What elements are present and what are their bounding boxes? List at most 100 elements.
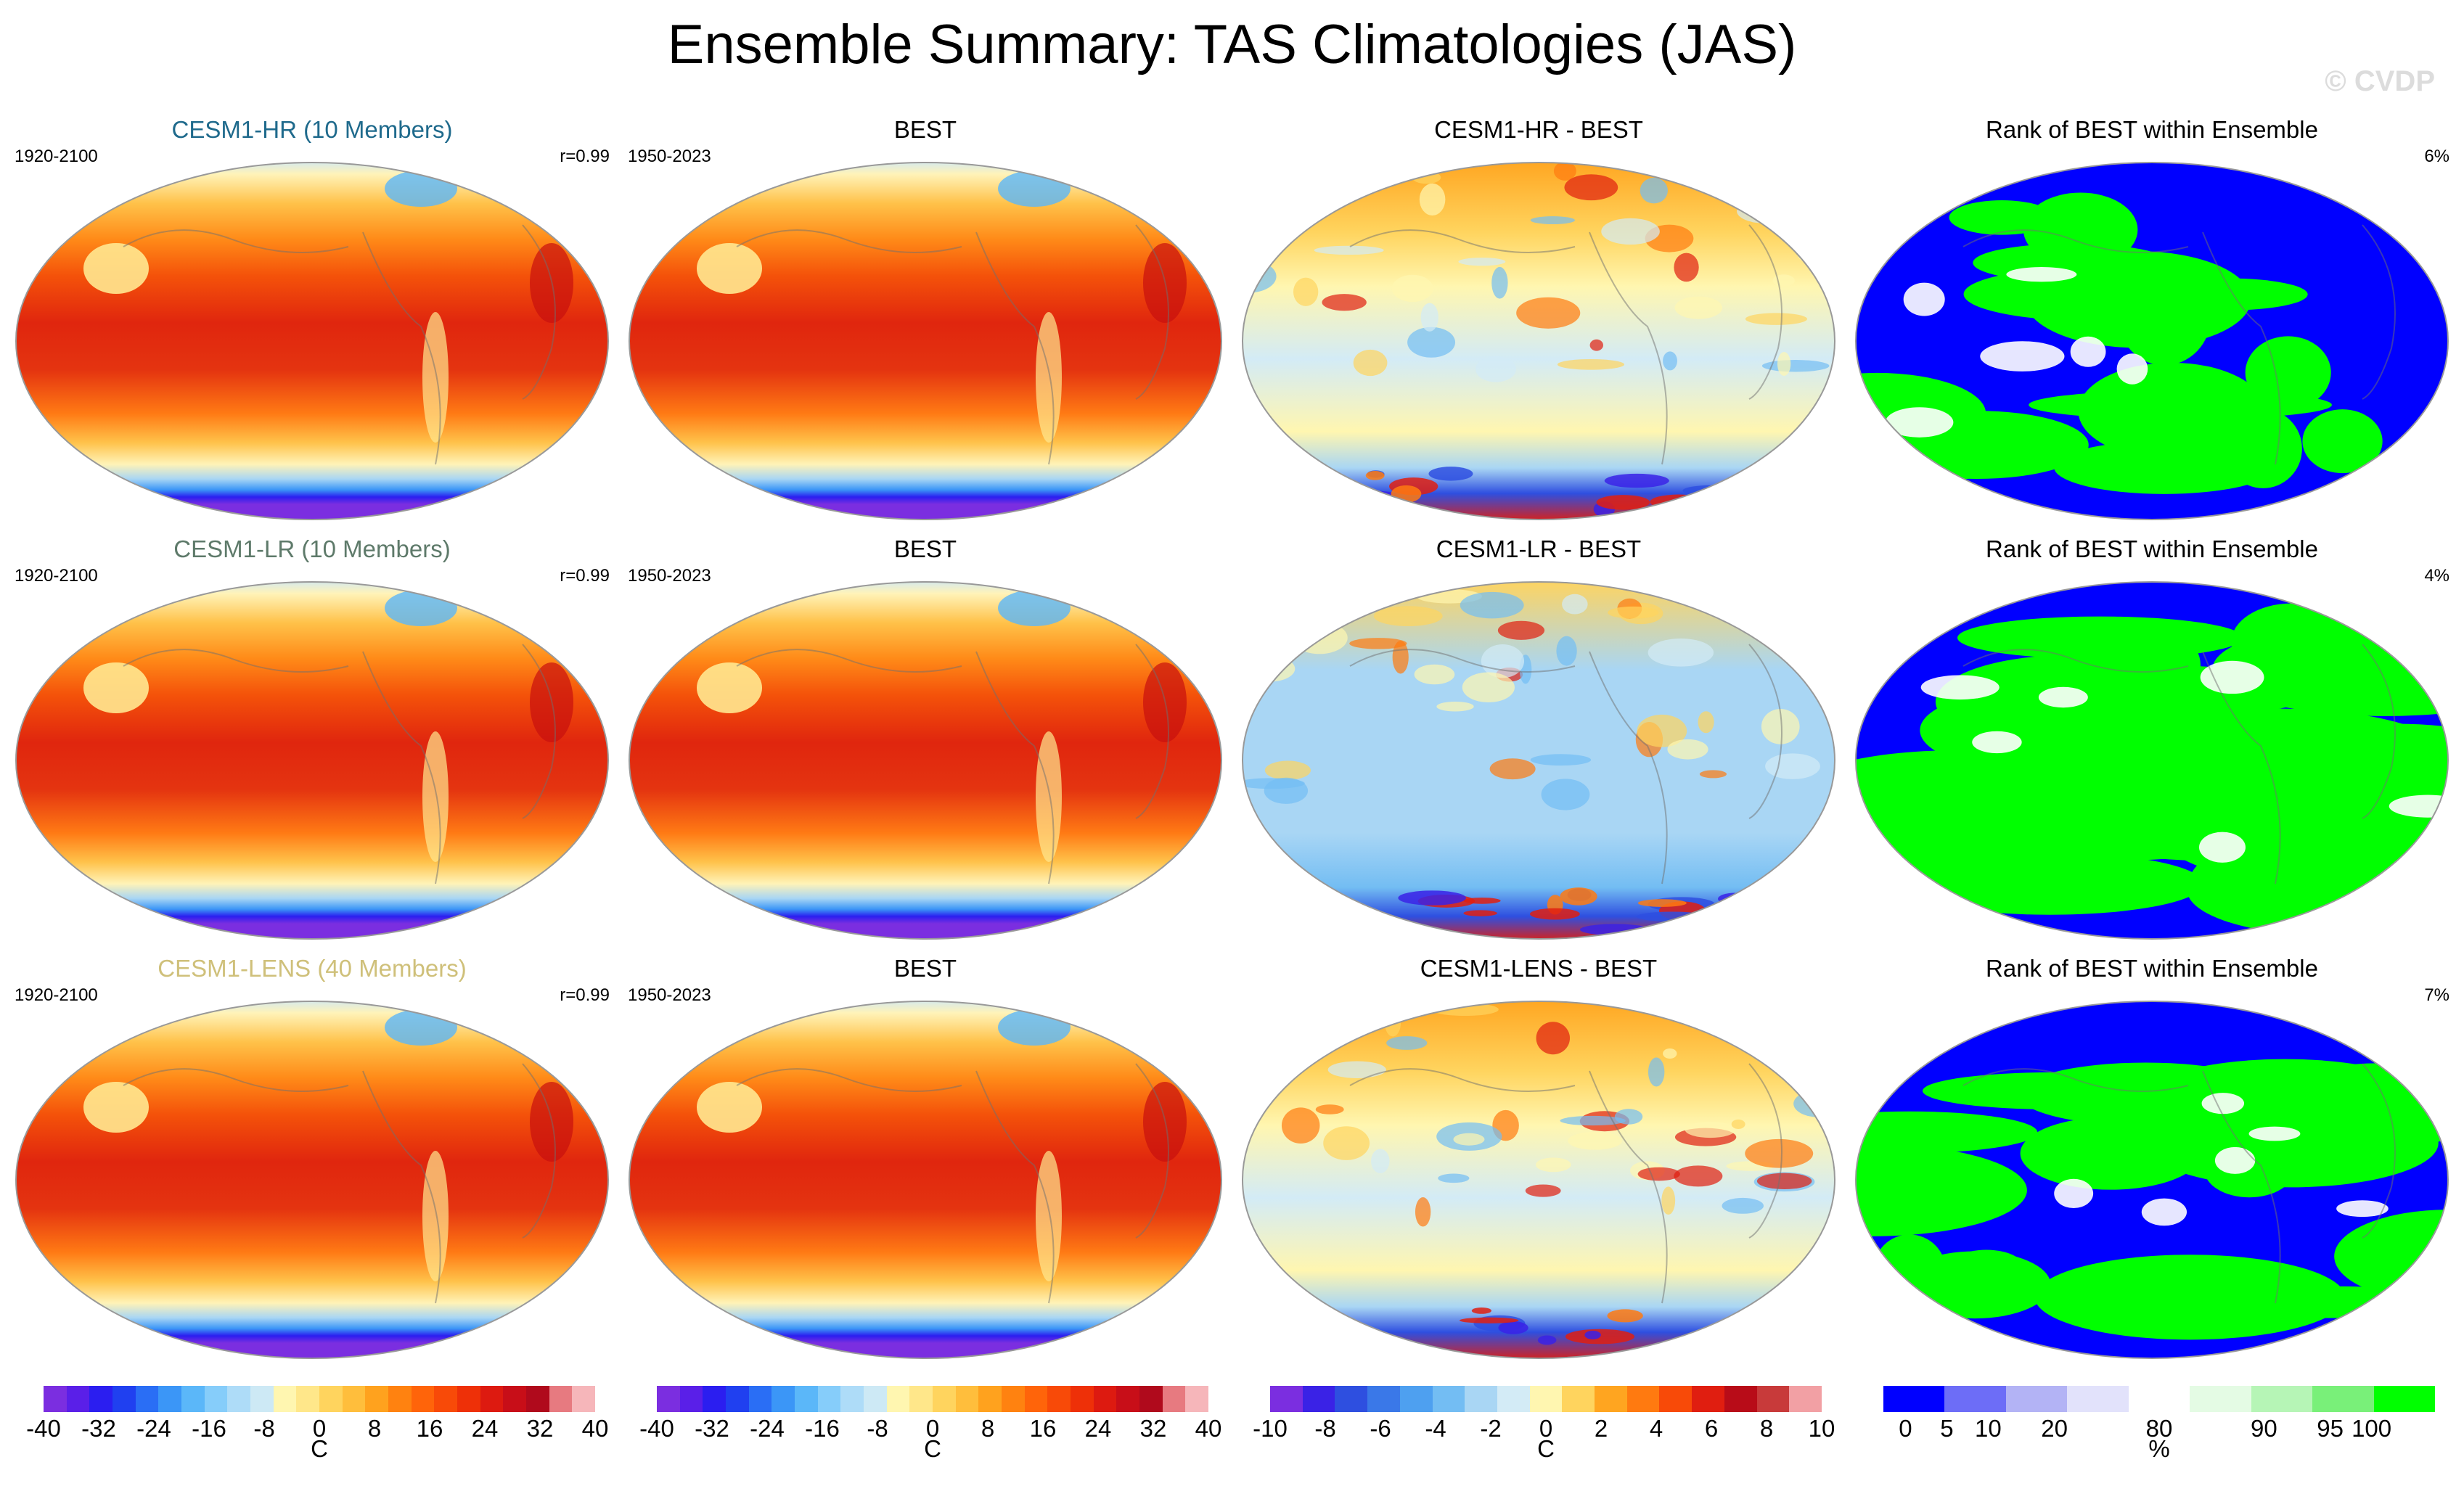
model-panel: CESM1-LENS (40 Members) 1920-2100 r=0.99 [15, 955, 610, 1361]
colorbar-swatch [1595, 1386, 1627, 1412]
rank-panel: Rank of BEST within Ensemble 7% [1854, 955, 2449, 1361]
world-map [15, 581, 609, 940]
colorbar-tick-label: -24 [750, 1415, 785, 1442]
colorbar-tick-label: 8 [367, 1415, 382, 1442]
model-panel: CESM1-HR (10 Members) 1920-2100 r=0.99 [15, 116, 610, 522]
colorbar-tick-label: 0 [312, 1415, 327, 1442]
coastline [975, 651, 1055, 884]
coastline [522, 224, 556, 400]
colorbar-tick-label: -8 [253, 1415, 275, 1442]
panel-title: CESM1-HR - BEST [1434, 116, 1643, 143]
coastline [362, 1070, 441, 1304]
colorbar-tick-label: 0 [1539, 1415, 1553, 1442]
world-map [1242, 581, 1835, 940]
colorbar-tick-label: -24 [136, 1415, 171, 1442]
colorbar-swatch [726, 1386, 749, 1412]
obs-panel: BEST 1950-2023 [628, 955, 1223, 1361]
colorbar-unit: C [1537, 1435, 1555, 1462]
colorbar-swatch [955, 1386, 979, 1412]
world-map [15, 162, 609, 520]
greenland-feature [385, 171, 457, 207]
colorbar-swatch [1562, 1386, 1595, 1412]
colorbar-swatch [909, 1386, 933, 1412]
coastline [975, 1070, 1055, 1304]
tibet-plateau-feature [83, 662, 149, 713]
colorbar-swatch [1465, 1386, 1497, 1412]
diff-panel: CESM1-LENS - BEST [1241, 955, 1836, 1361]
colorbar-swatch [1162, 1386, 1186, 1412]
colorbar-swatch [886, 1386, 910, 1412]
colorbar-swatch [89, 1386, 113, 1412]
colorbar-swatch [549, 1386, 573, 1412]
colorbar-swatch [388, 1386, 412, 1412]
colorbar-swatch [1139, 1386, 1163, 1412]
coastline [1589, 231, 1668, 465]
panel-right-label: r=0.99 [560, 566, 610, 586]
colorbar-swatch [1883, 1386, 1945, 1412]
panel-right-label: r=0.99 [560, 985, 610, 1005]
colorbar-swatch [933, 1386, 956, 1412]
coastline [1349, 229, 1576, 253]
coastline [1962, 649, 2189, 673]
world-map [1855, 581, 2449, 940]
colorbar-tick-label: 90 [2251, 1415, 2277, 1442]
greenland-feature [385, 590, 457, 626]
coastline [522, 1063, 556, 1239]
figure-title: Ensemble Summary: TAS Climatologies (JAS… [667, 14, 1797, 75]
colorbar-swatch [2067, 1386, 2129, 1412]
colorbar-tick-label: 80 [2145, 1415, 2173, 1442]
colorbar-tick-label: -2 [1480, 1415, 1502, 1442]
map-border [1855, 581, 2449, 940]
colorbar-tick-label: 6 [1704, 1415, 1719, 1442]
colorbar-unit: C [311, 1435, 328, 1462]
colorbar-swatch [2312, 1386, 2374, 1412]
colorbar-swatch [1659, 1386, 1693, 1412]
colorbar-swatch [411, 1386, 435, 1412]
andes-feature [422, 731, 449, 862]
colorbar-tick-label: 8 [981, 1415, 995, 1442]
panel-left-label: 1920-2100 [15, 147, 98, 166]
panel-title: Rank of BEST within Ensemble [1986, 535, 2318, 562]
obs-panel: BEST 1950-2023 [628, 116, 1223, 522]
colorbar-swatch [181, 1386, 205, 1412]
colorbar-swatch [250, 1386, 274, 1412]
tibet-plateau-feature [697, 662, 762, 713]
coastline [1962, 1068, 2189, 1092]
colorbar-labels: 0 5 10 20 80 90 95 100 [1883, 1415, 2464, 1447]
panel-right-label: r=0.99 [560, 147, 610, 166]
coastline [1748, 1063, 1782, 1239]
obs-panel: BEST 1950-2023 [628, 535, 1223, 942]
coastline [1135, 224, 1169, 400]
colorbar-swatch [1724, 1386, 1757, 1412]
panel-left-label: 1950-2023 [628, 147, 711, 166]
panel-right-label: 4% [2424, 566, 2449, 586]
colorbar-labels: -10 -8 -6 -4 -2 0 2 4 6 8 10 [1253, 1415, 1851, 1447]
colorbar-tick-label: 40 [1195, 1415, 1222, 1442]
coastline [2362, 1063, 2396, 1239]
panel-title: Rank of BEST within Ensemble [1986, 116, 2318, 143]
colorbar-tick-label: 10 [1808, 1415, 1835, 1442]
colorbar-tick-label: 0 [925, 1415, 940, 1442]
colorbar [44, 1386, 596, 1412]
coastline [123, 229, 349, 253]
rank-panel: Rank of BEST within Ensemble 6% [1854, 116, 2449, 522]
colorbar-tick-label: 0 [1899, 1415, 1912, 1442]
colorbar-labels: -40 -32 -24 -16 -8 0 8 16 24 32 40 [26, 1415, 624, 1447]
map-border [15, 1001, 609, 1359]
colorbar-swatch [457, 1386, 480, 1412]
panel-left-label: 1920-2100 [15, 985, 98, 1005]
colorbar-swatch [1270, 1386, 1303, 1412]
colorbar-swatch [840, 1386, 864, 1412]
coastline [1349, 1068, 1576, 1092]
colorbar-tick-label: 32 [1139, 1415, 1167, 1442]
colorbar-swatch [2251, 1386, 2313, 1412]
coastline [736, 649, 962, 673]
colorbar-swatch [1002, 1386, 1025, 1412]
colorbar-swatch [864, 1386, 887, 1412]
colorbar-tick-label: -40 [26, 1415, 61, 1442]
map-border [1242, 162, 1835, 520]
colorbar-swatch [1367, 1386, 1400, 1412]
colorbar-tick-label: -10 [1253, 1415, 1288, 1442]
coastline [975, 231, 1055, 465]
colorbar-tick-label: 2 [1594, 1415, 1608, 1442]
